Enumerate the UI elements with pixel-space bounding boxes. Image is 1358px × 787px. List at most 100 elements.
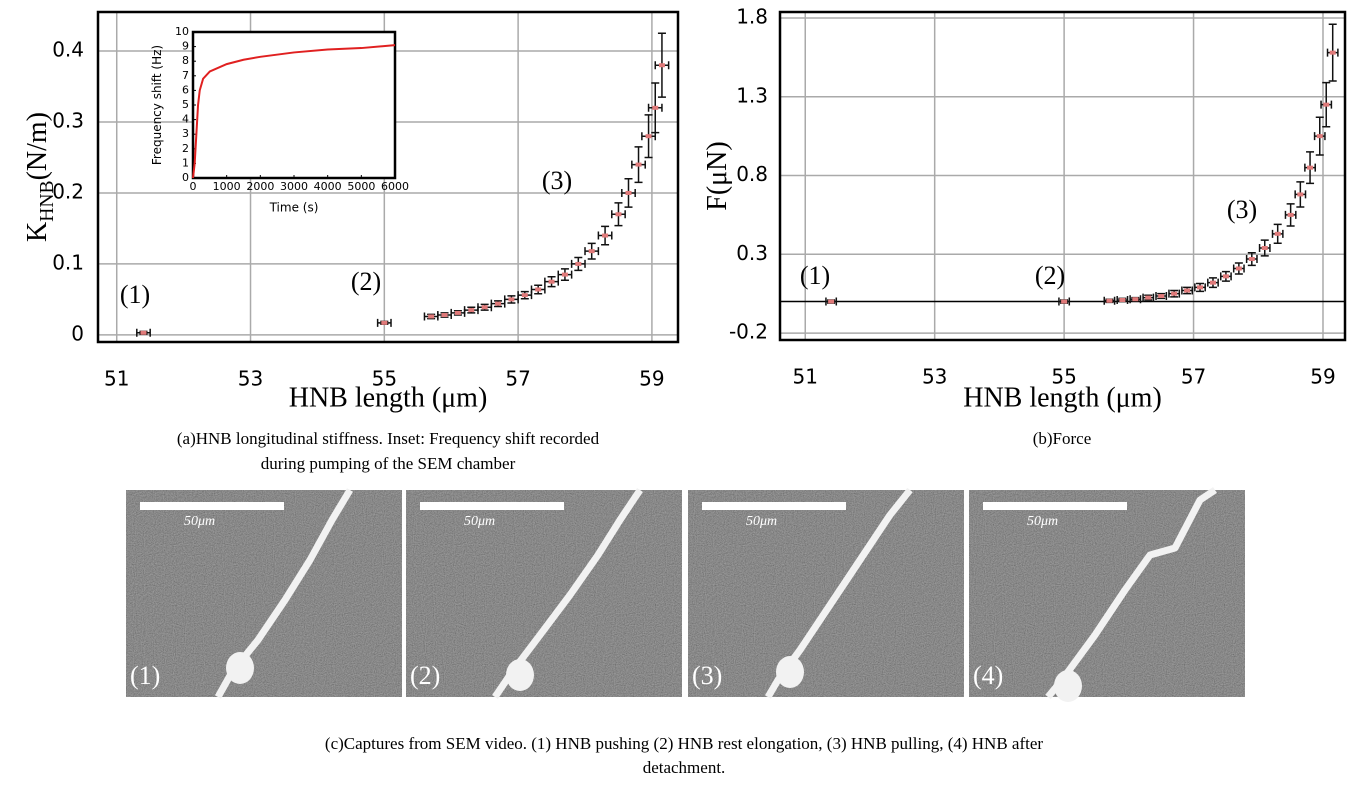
data-point [635, 162, 642, 167]
y-axis-label-part: K [22, 222, 53, 242]
y-tick-label: 0.2 [52, 179, 84, 203]
x-tick-label: 4000 [314, 180, 342, 193]
x-tick-label: 0 [190, 180, 197, 193]
x-axis-label: HNB length (μm) [289, 382, 488, 413]
y-tick-label: 4 [182, 113, 189, 126]
data-point [140, 330, 147, 335]
nanobelt-base [226, 652, 254, 684]
plot-frame [191, 30, 397, 180]
y-axis-label-part: (N/m) [22, 112, 53, 180]
data-point [481, 305, 488, 310]
sem-noise [969, 490, 1245, 697]
y-tick-label: 1.8 [736, 4, 768, 28]
panel-label: (2) [410, 661, 440, 690]
data-point [1261, 245, 1268, 250]
data-point [561, 272, 568, 277]
scale-label: 50μm [1027, 514, 1058, 529]
caption: during pumping of the SEM chamber [261, 454, 516, 473]
data-point [495, 301, 502, 306]
sem-panel: 50μm (3) [688, 487, 964, 699]
y-axis-label-part: F(μN) [702, 141, 733, 210]
sem-panel: 50μm (4) [969, 487, 1245, 702]
y-tick-label: 0 [71, 321, 84, 345]
data-point [575, 261, 582, 266]
x-tick-label: 2000 [246, 180, 274, 193]
data-point [652, 105, 659, 110]
y-tick-label: 0.8 [736, 162, 768, 186]
scale-bar [702, 502, 846, 510]
y-axis-label-subscript: HNB [37, 180, 58, 221]
data-point [1307, 165, 1314, 170]
y-axis-label: F(μN) [702, 141, 733, 210]
data-point [535, 287, 542, 292]
scale-bar [420, 502, 564, 510]
annotation: (1) [120, 280, 150, 309]
data-point [428, 314, 435, 319]
scale-label: 50μm [184, 514, 215, 529]
plot-frame [96, 10, 680, 344]
scale-label: 50μm [464, 514, 495, 529]
sem-panel: 50μm (1) [126, 488, 402, 699]
data-point [1184, 288, 1191, 293]
sem-noise [688, 490, 964, 697]
y-tick-label: 7 [182, 69, 189, 82]
annotation: (3) [1227, 195, 1257, 224]
data-point [468, 308, 475, 313]
x-tick-label: 6000 [381, 180, 409, 193]
x-tick-label: 59 [639, 367, 664, 391]
sem-noise [126, 490, 402, 697]
y-tick-label: 3 [182, 127, 189, 140]
y-axis-label: KHNB(N/m) [22, 112, 57, 242]
sem-noise [406, 490, 682, 697]
annotation: (2) [1035, 261, 1065, 290]
data-point [1323, 102, 1330, 107]
data-point [441, 313, 448, 318]
caption: detachment. [643, 758, 726, 777]
y-tick-label: 0.3 [736, 241, 768, 265]
data-line [192, 44, 396, 179]
x-tick-label: 57 [1181, 365, 1206, 389]
x-tick-label: 5000 [347, 180, 375, 193]
data-point [602, 233, 609, 238]
x-tick-label: 3000 [280, 180, 308, 193]
data-point [1197, 285, 1204, 290]
data-point [615, 212, 622, 217]
caption: (b)Force [1033, 429, 1092, 448]
y-tick-label: 1.3 [736, 83, 768, 107]
y-tick-label: -0.2 [729, 320, 768, 344]
x-tick-label: 1000 [213, 180, 241, 193]
data-point [1274, 231, 1281, 236]
sem-panel: 50μm (2) [406, 488, 682, 699]
x-tick-label: 55 [372, 367, 397, 391]
scale-bar [983, 502, 1127, 510]
y-tick-label: 0.4 [52, 38, 84, 62]
chart: -0.2 0.3 0.8 1.3 1.8 51 53 55 57 59 HNB length (μm… [702, 4, 1347, 448]
x-tick-label: 51 [104, 367, 129, 391]
y-tick-label: 0.3 [52, 109, 84, 133]
data-point [658, 63, 665, 68]
scale-label: 50μm [746, 514, 777, 529]
annotation: (1) [800, 261, 830, 290]
y-tick-label: 6 [182, 83, 189, 96]
plot-frame [778, 10, 1347, 342]
panel-label: (3) [692, 661, 722, 690]
x-tick-label: 59 [1310, 365, 1335, 389]
data-point [1132, 297, 1139, 302]
data-point [1297, 192, 1304, 197]
data-point [1171, 291, 1178, 296]
x-tick-label: 57 [505, 367, 530, 391]
y-tick-label: 5 [182, 98, 189, 111]
caption: (a)HNB longitudinal stiffness. Inset: Fr… [177, 429, 600, 448]
y-tick-label: 2 [182, 142, 189, 155]
nanobelt-base [1054, 670, 1082, 702]
data-point [1287, 212, 1294, 217]
data-point [625, 190, 632, 195]
scale-bar [140, 502, 284, 510]
y-tick-label: 0 [182, 171, 189, 184]
data-point [1209, 280, 1216, 285]
data-point [1248, 257, 1255, 262]
annotation: (2) [351, 267, 381, 296]
y-tick-label: 1 [182, 156, 189, 169]
data-point [828, 299, 835, 304]
